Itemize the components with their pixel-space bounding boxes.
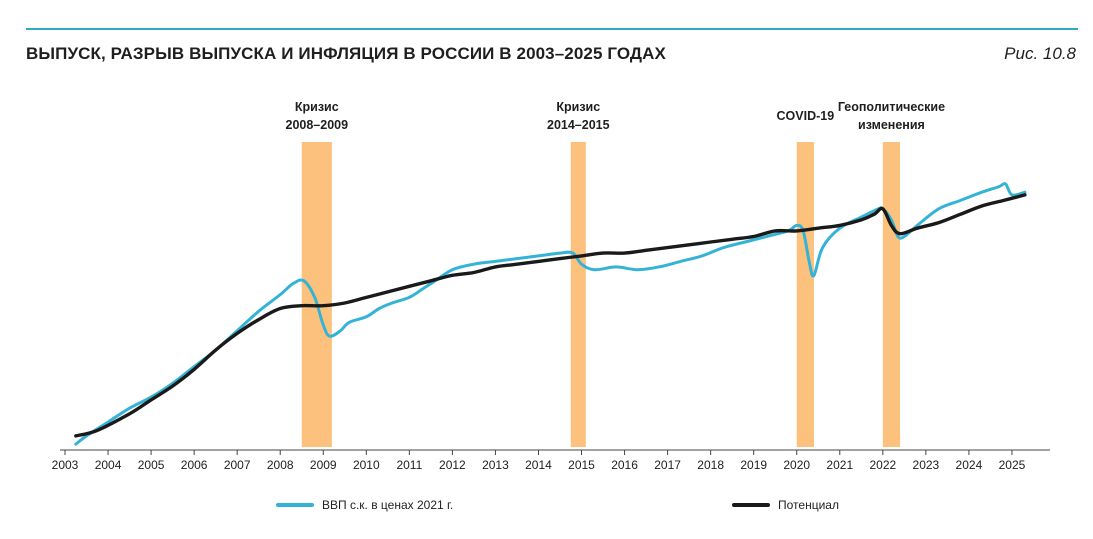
legend-swatch-gdp (276, 503, 314, 507)
shaded-period-1 (570, 142, 586, 447)
x-tick-label-2004: 2004 (95, 458, 122, 472)
legend-swatch-potential (732, 503, 770, 507)
shaded-period-2 (796, 142, 814, 447)
x-tick-label-2019: 2019 (740, 458, 767, 472)
series-line-gdp (74, 182, 1027, 446)
x-tick-label-2012: 2012 (439, 458, 466, 472)
x-tick-label-2008: 2008 (267, 458, 294, 472)
period-label-2-0: COVID-19 (777, 109, 835, 123)
x-tick-label-2020: 2020 (783, 458, 810, 472)
header-rule (26, 28, 1078, 30)
period-label-1-1: 2014–2015 (547, 118, 610, 132)
x-tick-label-2016: 2016 (611, 458, 638, 472)
period-label-1-0: Кризис (556, 100, 600, 114)
x-tick-label-2018: 2018 (697, 458, 724, 472)
x-tick-label-2017: 2017 (654, 458, 681, 472)
x-tick-label-2009: 2009 (310, 458, 337, 472)
period-label-0-0: Кризис (295, 100, 339, 114)
x-tick-label-2005: 2005 (138, 458, 165, 472)
x-tick-label-2015: 2015 (568, 458, 595, 472)
period-label-0-1: 2008–2009 (286, 118, 349, 132)
chart-title: ВЫПУСК, РАЗРЫВ ВЫПУСКА И ИНФЛЯЦИЯ В РОСС… (26, 44, 666, 63)
legend-item-potential: Потенциал (732, 498, 839, 512)
x-tick-label-2021: 2021 (826, 458, 853, 472)
x-tick-label-2014: 2014 (525, 458, 552, 472)
shaded-period-0 (301, 142, 332, 447)
x-tick-label-2025: 2025 (999, 458, 1026, 472)
period-label-3-0: Геополитические (838, 100, 945, 114)
figure-label: Рис. 10.8 (1004, 44, 1076, 63)
x-tick-label-2010: 2010 (353, 458, 380, 472)
period-label-3-1: изменения (858, 118, 925, 132)
x-tick-label-2007: 2007 (224, 458, 251, 472)
series-line-potential (74, 193, 1027, 438)
x-tick-label-2011: 2011 (396, 458, 422, 472)
x-tick-label-2006: 2006 (181, 458, 208, 472)
legend-item-gdp: ВВП с.к. в ценах 2021 г. (276, 498, 453, 512)
legend-label-gdp: ВВП с.к. в ценах 2021 г. (322, 498, 454, 512)
shaded-period-3 (882, 142, 901, 447)
x-tick-label-2013: 2013 (482, 458, 509, 472)
x-tick-label-2024: 2024 (956, 458, 983, 472)
x-tick-label-2023: 2023 (913, 458, 940, 472)
x-tick-label-2022: 2022 (869, 458, 896, 472)
x-tick-label-2003: 2003 (52, 458, 79, 472)
legend-label-potential: Потенциал (778, 498, 839, 512)
